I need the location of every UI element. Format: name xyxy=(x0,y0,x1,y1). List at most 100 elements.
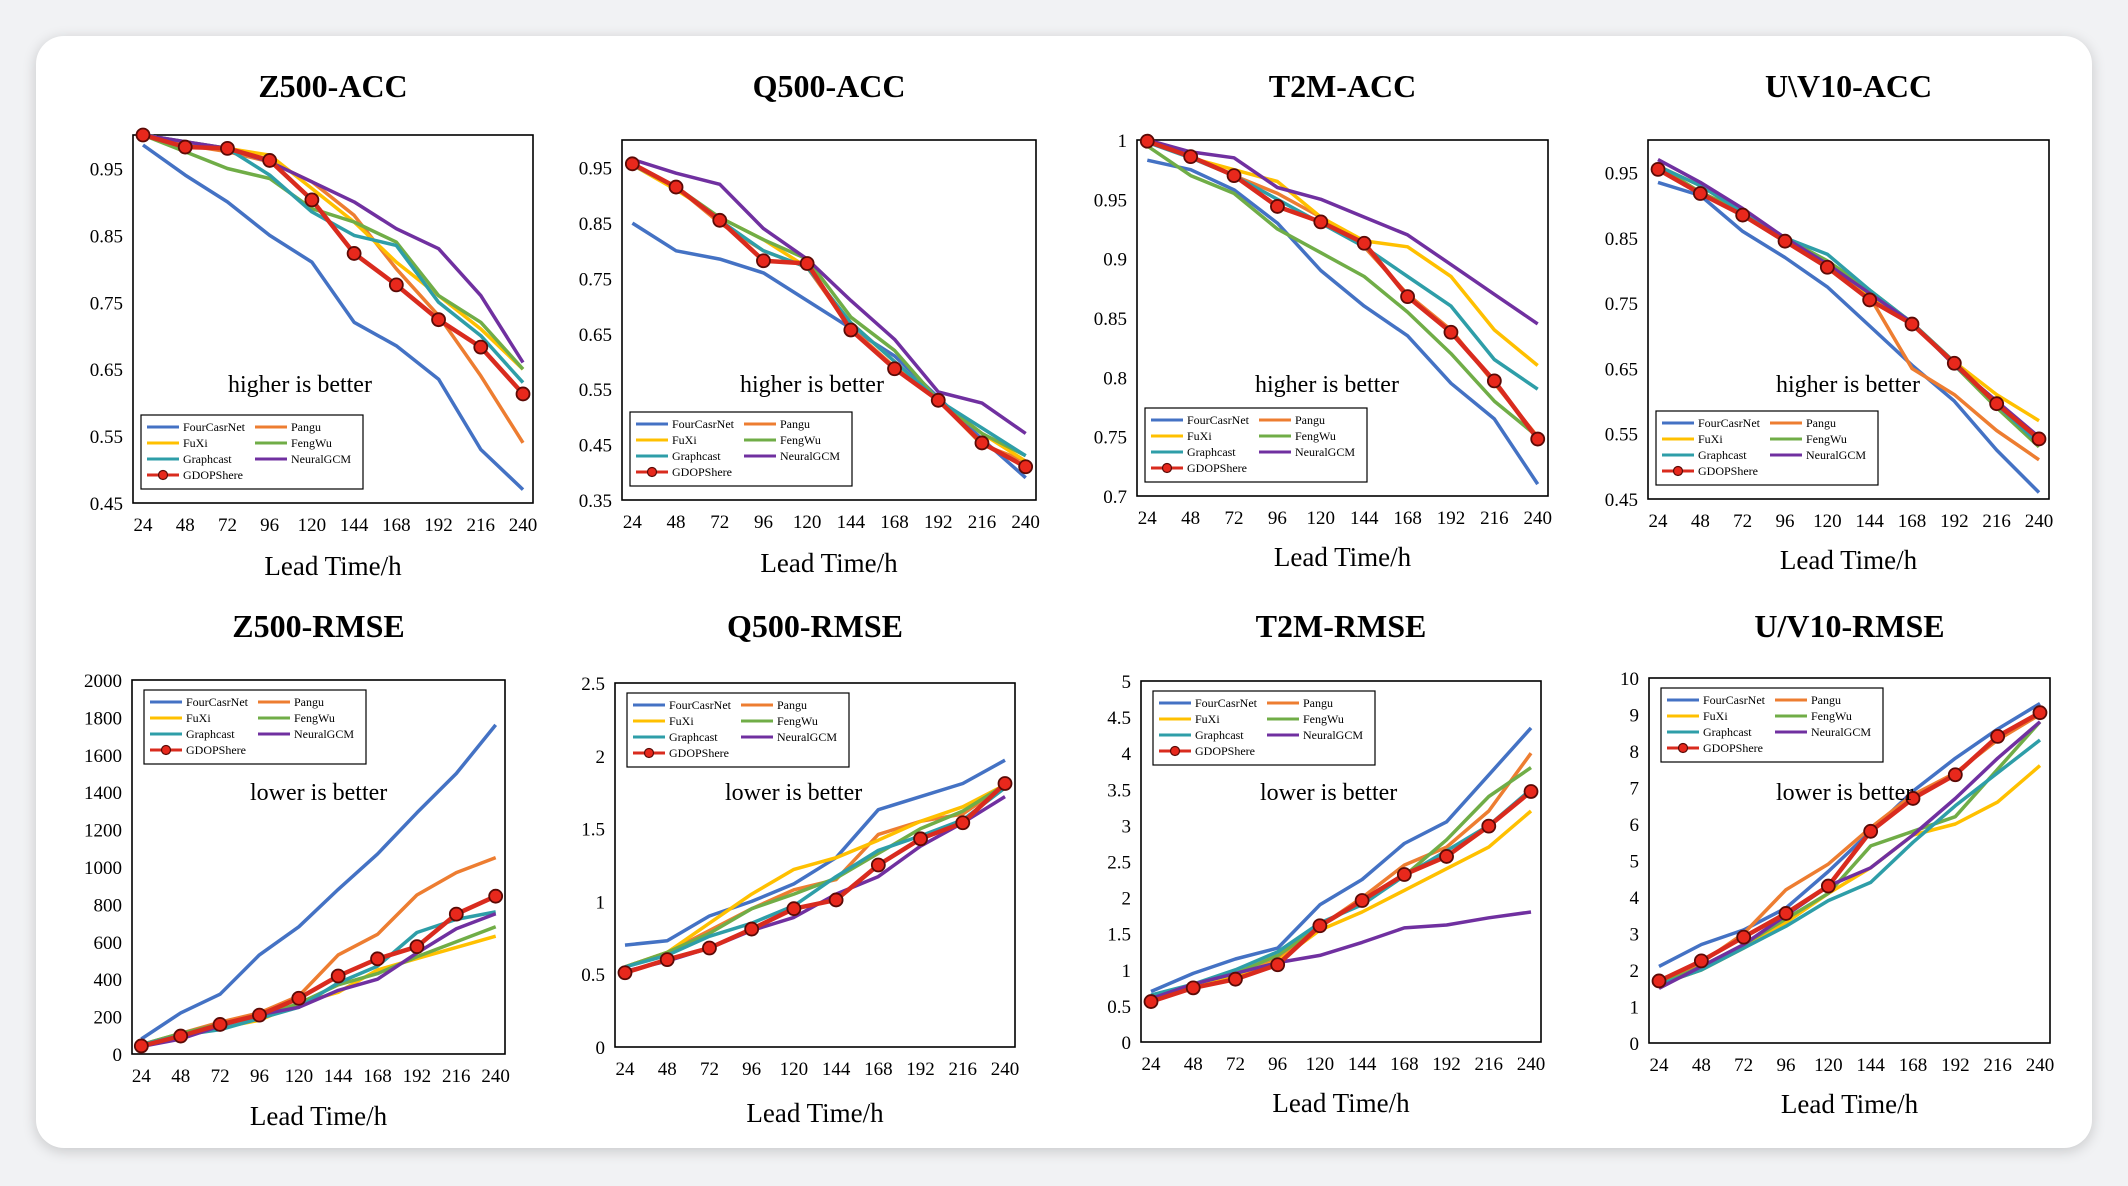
x-tick-label: 24 xyxy=(134,515,154,536)
data-point-gdopshere xyxy=(1313,214,1329,230)
x-tick-label: 72 xyxy=(1734,1055,1753,1076)
data-point-gdopshere xyxy=(1530,431,1546,447)
data-point-gdopshere xyxy=(997,776,1013,791)
data-point-gdopshere xyxy=(744,921,760,937)
legend: FourCasrNet Pangu FuXi FengWu Graphcast Neura… xyxy=(626,692,850,768)
data-point-gdopshere xyxy=(702,940,717,956)
legend-entry: FengWu xyxy=(777,714,818,728)
y-tick-label: 0 xyxy=(596,1038,606,1059)
series-line-fuxi xyxy=(624,783,1006,969)
y-tick-label: 0 xyxy=(1122,1033,1132,1054)
legend-entry: Graphcast xyxy=(1703,725,1752,739)
data-point-gdopshere xyxy=(828,892,844,908)
legend-entry: Graphcast xyxy=(669,730,718,744)
x-tick-label: 72 xyxy=(710,512,729,533)
data-point-gdopshere xyxy=(1905,791,1921,806)
legend-entry: NeuralGCM xyxy=(294,727,354,741)
data-point-gdopshere xyxy=(913,831,928,847)
y-tick-label: 1.5 xyxy=(581,820,605,841)
data-point-gdopshere xyxy=(370,951,385,967)
y-tick-label: 4.5 xyxy=(1107,708,1131,729)
y-tick-label: 1 xyxy=(1118,131,1128,152)
y-tick-label: 1 xyxy=(1630,998,1640,1019)
y-tick-label: 0.75 xyxy=(1094,428,1127,449)
legend-entry: Graphcast xyxy=(1195,728,1244,742)
data-point-gdopshere xyxy=(1736,929,1752,945)
series-line-gdopshere xyxy=(1146,139,1540,441)
y-tick-label: 2000 xyxy=(84,671,122,692)
data-point-gdopshere xyxy=(2031,431,2047,447)
x-axis-label: Lead Time/h xyxy=(1780,545,1918,575)
data-point-gdopshere xyxy=(515,386,531,402)
series-line-fourcasrnet xyxy=(1150,726,1533,994)
series-line-gdopshere xyxy=(140,894,497,1049)
y-tick-label: 4 xyxy=(1122,744,1132,765)
legend-entry: FourCasrNet xyxy=(669,698,732,712)
chart-title: Z500-RMSE xyxy=(232,608,404,644)
data-point-gdopshere xyxy=(1018,459,1034,475)
y-tick-label: 4 xyxy=(1630,888,1640,909)
legend-entry: GDOPShere xyxy=(1195,744,1255,758)
x-tick-label: 24 xyxy=(623,512,643,533)
data-point-gdopshere xyxy=(262,153,278,168)
legend-entry: GDOPShere xyxy=(186,743,246,757)
data-point-gdopshere xyxy=(1486,373,1502,389)
data-point-gdopshere xyxy=(409,939,425,955)
y-tick-label: 10 xyxy=(1620,669,1639,690)
x-tick-label: 192 xyxy=(1432,1054,1461,1075)
legend-marker xyxy=(1677,742,1689,754)
legend-entry: FengWu xyxy=(780,433,821,447)
x-tick-label: 216 xyxy=(1475,1054,1504,1075)
data-point-gdopshere xyxy=(1226,168,1242,184)
x-tick-label: 168 xyxy=(1390,1054,1419,1075)
x-tick-label: 216 xyxy=(1983,1055,2012,1076)
y-tick-label: 0.55 xyxy=(579,380,612,401)
x-axis-label: Lead Time/h xyxy=(1781,1089,1919,1119)
y-tick-label: 0.9 xyxy=(1103,250,1127,271)
data-point-gdopshere xyxy=(1989,396,2005,412)
x-tick-label: 72 xyxy=(1225,508,1244,529)
legend-entry: FengWu xyxy=(291,436,332,450)
data-point-gdopshere xyxy=(887,361,902,377)
data-point-gdopshere xyxy=(388,277,404,293)
y-tick-label: 2.5 xyxy=(1107,853,1131,874)
legend-marker xyxy=(1672,465,1684,477)
x-tick-label: 120 xyxy=(793,512,822,533)
y-tick-label: 0.45 xyxy=(579,436,612,457)
data-point-gdopshere xyxy=(1185,980,1201,996)
x-tick-label: 120 xyxy=(1307,508,1336,529)
series-line-gdopshere xyxy=(624,781,1007,975)
y-tick-label: 1400 xyxy=(84,783,122,804)
legend-entry: FengWu xyxy=(1295,429,1336,443)
y-tick-label: 0.95 xyxy=(579,159,612,180)
x-tick-label: 48 xyxy=(1691,511,1710,532)
x-tick-label: 72 xyxy=(700,1059,719,1080)
legend-entry: GDOPShere xyxy=(1698,464,1758,478)
y-tick-label: 200 xyxy=(94,1008,123,1029)
x-tick-label: 96 xyxy=(754,512,773,533)
data-point-gdopshere xyxy=(448,906,464,922)
series-line-gdopshere xyxy=(1658,710,2042,984)
data-point-gdopshere xyxy=(346,246,362,261)
data-point-gdopshere xyxy=(786,901,802,917)
chart-3: U\V10-ACC 0.45 0.55 0.65 0.75 0.85 0.95 24 48 72 9… xyxy=(1605,68,2053,575)
x-axis-label: Lead Time/h xyxy=(250,1101,388,1131)
legend-marker xyxy=(646,466,658,478)
legend: FourCasrNet Pangu FuXi FengWu Graphcast Neura… xyxy=(629,411,853,487)
legend: FourCasrNet Pangu FuXi FengWu Graphcast Neura… xyxy=(1660,687,1884,763)
y-tick-label: 0.95 xyxy=(1605,164,1638,185)
legend-entry: FuXi xyxy=(669,714,694,728)
data-point-gdopshere xyxy=(1947,767,1963,783)
y-tick-label: 0.65 xyxy=(579,325,612,346)
data-point-gdopshere xyxy=(1778,906,1794,921)
x-tick-label: 72 xyxy=(1226,1054,1245,1075)
x-tick-label: 144 xyxy=(1855,511,1884,532)
legend-entry: Graphcast xyxy=(1187,445,1236,459)
x-tick-label: 168 xyxy=(1899,1055,1928,1076)
x-tick-label: 240 xyxy=(1517,1054,1546,1075)
x-tick-label: 240 xyxy=(481,1066,510,1087)
data-point-gdopshere xyxy=(974,435,990,451)
legend-entry: FuXi xyxy=(1195,712,1220,726)
legend-entry: FengWu xyxy=(1806,432,1847,446)
chart-title: T2M-RMSE xyxy=(1256,608,1427,644)
